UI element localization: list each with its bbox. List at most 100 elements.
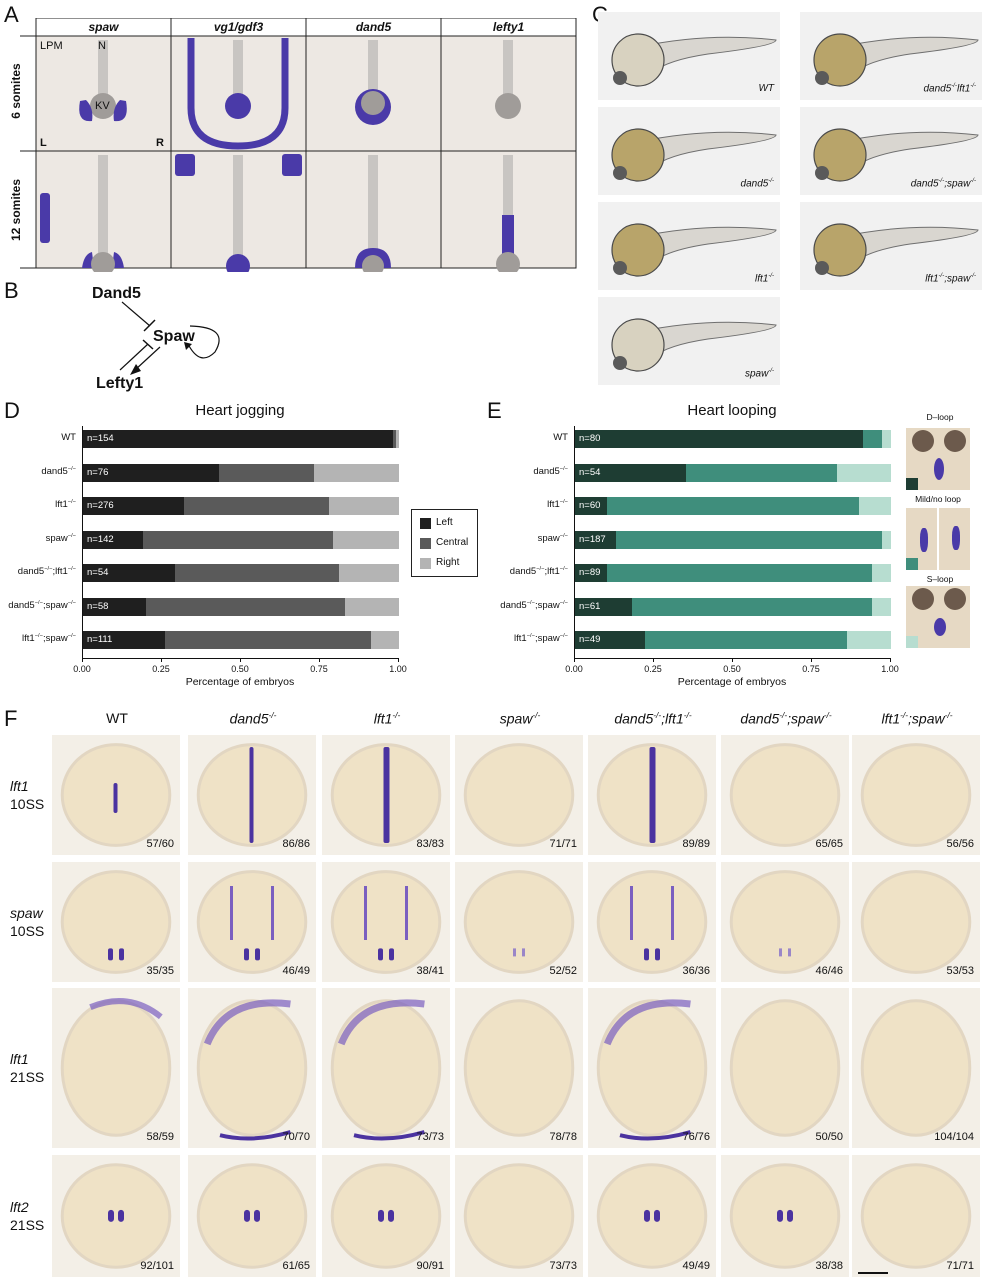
category-label: spaw−/− (537, 532, 568, 544)
embryo-count: 73/73 (416, 1131, 444, 1143)
genotype-column-header: lft1-/- (373, 710, 401, 727)
label-kv: KV (95, 100, 110, 112)
embryo-image: 38/41 (322, 862, 450, 982)
larva-image: spaw-/- (598, 297, 780, 385)
embryo-image: 92/101 (52, 1155, 180, 1277)
category-label: dand5−/−;spaw−/− (8, 599, 76, 611)
embryo-count: 76/76 (682, 1131, 710, 1143)
x-tick-label: 0.25 (644, 664, 662, 674)
embryo-image: 57/60 (52, 735, 180, 855)
bar-segment (846, 631, 891, 649)
x-tick-mark (240, 658, 241, 662)
embryo-count: 78/78 (549, 1131, 577, 1143)
larva-genotype-label: WT (758, 83, 774, 94)
bar-segment (218, 463, 314, 482)
bar-segment (146, 597, 346, 616)
bar-segment (395, 430, 399, 448)
heart-image-sloop (906, 586, 970, 648)
larva-image: dand5-/-lft1-/- (800, 12, 982, 100)
sample-size-label: n=54 (87, 567, 109, 578)
genotype-column-header: lft1-/-;spaw-/- (881, 710, 953, 727)
genotype-column-header: dand5-/-;spaw-/- (740, 710, 832, 727)
pathway-diagram (119, 301, 220, 375)
row-header: spaw 10SS (10, 904, 44, 940)
bar-segment (332, 530, 399, 549)
category-label: WT (553, 432, 568, 443)
label-left: L (40, 137, 47, 149)
bar-segment (329, 497, 399, 515)
row-stage: 10SS (10, 923, 45, 939)
x-axis-label-jogging: Percentage of embryos (185, 676, 295, 688)
bar-segment (575, 497, 607, 515)
embryo-image: 71/71 (455, 735, 583, 855)
legend-swatch-mild (906, 558, 918, 570)
bar-segment (83, 463, 219, 482)
bar-segment (575, 430, 863, 448)
gene-header-spaw: spaw (88, 20, 119, 34)
chart-title-looping: Heart looping (687, 402, 777, 419)
bar-segment (575, 564, 607, 582)
bar-segment (174, 564, 339, 582)
embryo-count: 70/70 (282, 1131, 310, 1143)
legend-swatch-sloop (906, 636, 918, 648)
label-lpm: LPM (40, 40, 63, 52)
x-tick-mark (653, 658, 654, 662)
bar-segment (83, 530, 144, 549)
legend-swatch-central (420, 538, 431, 549)
bar-segment (83, 430, 393, 448)
panel-letter-b: B (4, 278, 19, 303)
larva-image: dand5-/- (598, 107, 780, 195)
embryo-count: 57/60 (146, 838, 174, 850)
panel-letter-d: D (4, 398, 20, 423)
sample-size-label: n=49 (579, 634, 601, 645)
larva-genotype-label: spaw-/- (744, 367, 774, 379)
embryo-count: 56/56 (946, 838, 974, 850)
embryo-count: 86/86 (282, 838, 310, 850)
embryo-image: 65/65 (721, 735, 849, 855)
bar-segment (83, 497, 185, 515)
chart-title-jogging: Heart jogging (195, 402, 285, 419)
embryo-count: 46/46 (815, 965, 843, 977)
bar-segment (606, 497, 860, 515)
x-tick-label: 0.00 (73, 664, 91, 674)
sample-size-label: n=89 (579, 567, 601, 578)
bar-segment (616, 530, 882, 549)
category-label: spaw−/− (45, 532, 76, 544)
x-tick-label: 0.75 (802, 664, 820, 674)
bar-segment (862, 430, 882, 448)
legend-label-central: Central (436, 537, 469, 548)
panel-letter-e: E (487, 398, 502, 423)
x-tick-mark (82, 658, 83, 662)
bar-segment (575, 597, 632, 616)
embryo-image: 46/49 (188, 862, 316, 982)
row-gene: lft1 (10, 1051, 29, 1067)
node-dand5: Dand5 (92, 285, 141, 302)
legend-swatch-dloop (906, 478, 918, 490)
embryo-count: 36/36 (682, 965, 710, 977)
x-axis-label-looping: Percentage of embryos (677, 676, 787, 688)
bar-segment (313, 463, 399, 482)
bar-segment (392, 430, 396, 448)
embryo-image: 53/53 (852, 862, 980, 982)
panel-letter-f: F (4, 706, 18, 731)
x-tick-mark (574, 658, 575, 662)
genotype-column-header: dand5-/- (229, 710, 277, 727)
label-notochord: N (98, 40, 106, 52)
larva-image: WT (598, 12, 780, 100)
x-tick-label: 1.00 (881, 664, 899, 674)
bar-segment (83, 631, 166, 649)
embryo-count: 90/91 (416, 1260, 444, 1272)
bar-segment (631, 597, 873, 616)
bar-segment (370, 631, 399, 649)
embryo-count: 92/101 (140, 1260, 174, 1272)
bar-segment (575, 530, 617, 549)
x-tick-mark (161, 658, 162, 662)
heart-image-mild (906, 508, 970, 570)
legend-label-dloop: D–loop (926, 412, 954, 422)
node-spaw: Spaw (153, 328, 195, 345)
row-gene: lft1 (10, 778, 29, 794)
panel-letter-a: A (4, 2, 19, 27)
x-tick-mark (890, 658, 891, 662)
embryo-count: 38/38 (815, 1260, 843, 1272)
embryo-image: 90/91 (322, 1155, 450, 1277)
